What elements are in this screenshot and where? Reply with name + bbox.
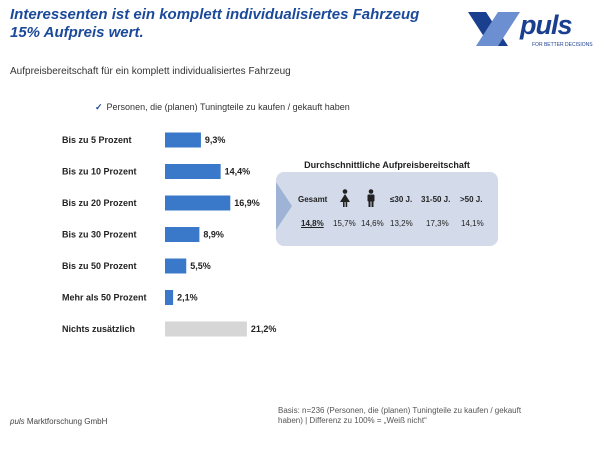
summary-value-gesamt: 14,8% xyxy=(301,219,324,228)
bar xyxy=(165,258,187,274)
logo-text: puls xyxy=(520,10,573,40)
footer-brand: puls xyxy=(10,417,25,426)
summary-value-male: 14,6% xyxy=(361,219,384,228)
female-icon xyxy=(340,189,350,207)
summary-arrow-icon xyxy=(276,182,292,230)
category-label: Nichts zusätzlich xyxy=(62,324,135,334)
category-label: Bis zu 50 Prozent xyxy=(62,261,137,271)
summary-title: Durchschnittliche Aufpreisbereitschaft xyxy=(304,160,470,170)
bar-value-label: 2,1% xyxy=(177,293,198,303)
logo-tagline: FOR BETTER DECISIONS xyxy=(532,42,593,48)
bar-value-label: 21,2% xyxy=(251,324,277,334)
bar xyxy=(165,132,201,148)
bar-chart: Bis zu 5 Prozent 9,3% Bis zu 10 Prozent 14,… xyxy=(62,132,277,337)
footer-basis: Basis: n=236 (Personen, die (planen) Tun… xyxy=(278,406,522,425)
category-label: Bis zu 20 Prozent xyxy=(62,198,137,208)
bar xyxy=(165,321,247,337)
category-label: Bis zu 5 Prozent xyxy=(62,135,132,145)
bar-value-label: 5,5% xyxy=(190,261,211,271)
footer-company: puls Marktforschung GmbH xyxy=(10,417,107,426)
category-label: Bis zu 30 Prozent xyxy=(62,230,137,240)
summary-value-age-31-50: 17,3% xyxy=(426,219,449,228)
puls-logo: puls FOR BETTER DECISIONS xyxy=(468,8,594,54)
bar xyxy=(165,195,231,211)
bar-value-label: 16,9% xyxy=(234,198,260,208)
summary-header-gesamt: Gesamt xyxy=(298,195,328,204)
category-label: Mehr als 50 Prozent xyxy=(62,293,147,303)
logo-x-icon xyxy=(468,12,520,46)
page-title: Interessenten ist ein komplett individua… xyxy=(10,6,420,41)
check-icon: ✓ xyxy=(95,102,103,112)
summary-value-age-50: 14,1% xyxy=(461,219,484,228)
summary-value-age-30: 13,2% xyxy=(390,219,413,228)
summary-header-age-30: ≤30 J. xyxy=(390,195,413,204)
bar-value-label: 14,4% xyxy=(225,167,251,177)
bar xyxy=(165,164,221,179)
category-label: Bis zu 10 Prozent xyxy=(62,167,137,177)
filter-note: ✓ Personen, die (planen) Tuningteile zu k… xyxy=(95,102,350,113)
summary-header-age-31-50: 31-50 J. xyxy=(421,195,451,204)
bar xyxy=(165,290,174,305)
summary-value-female: 15,7% xyxy=(333,219,356,228)
male-icon xyxy=(367,189,375,207)
bar-value-label: 8,9% xyxy=(203,230,224,240)
bar-value-label: 9,3% xyxy=(205,135,226,145)
filter-note-text: Personen, die (planen) Tuningteile zu ka… xyxy=(106,102,350,112)
chart-subtitle: Aufpreisbereitschaft für ein komplett in… xyxy=(10,66,291,77)
summary-header-age-50: >50 J. xyxy=(460,195,483,204)
footer-company-name: Marktforschung GmbH xyxy=(24,417,108,426)
bar xyxy=(165,227,200,242)
summary-box xyxy=(276,172,498,246)
